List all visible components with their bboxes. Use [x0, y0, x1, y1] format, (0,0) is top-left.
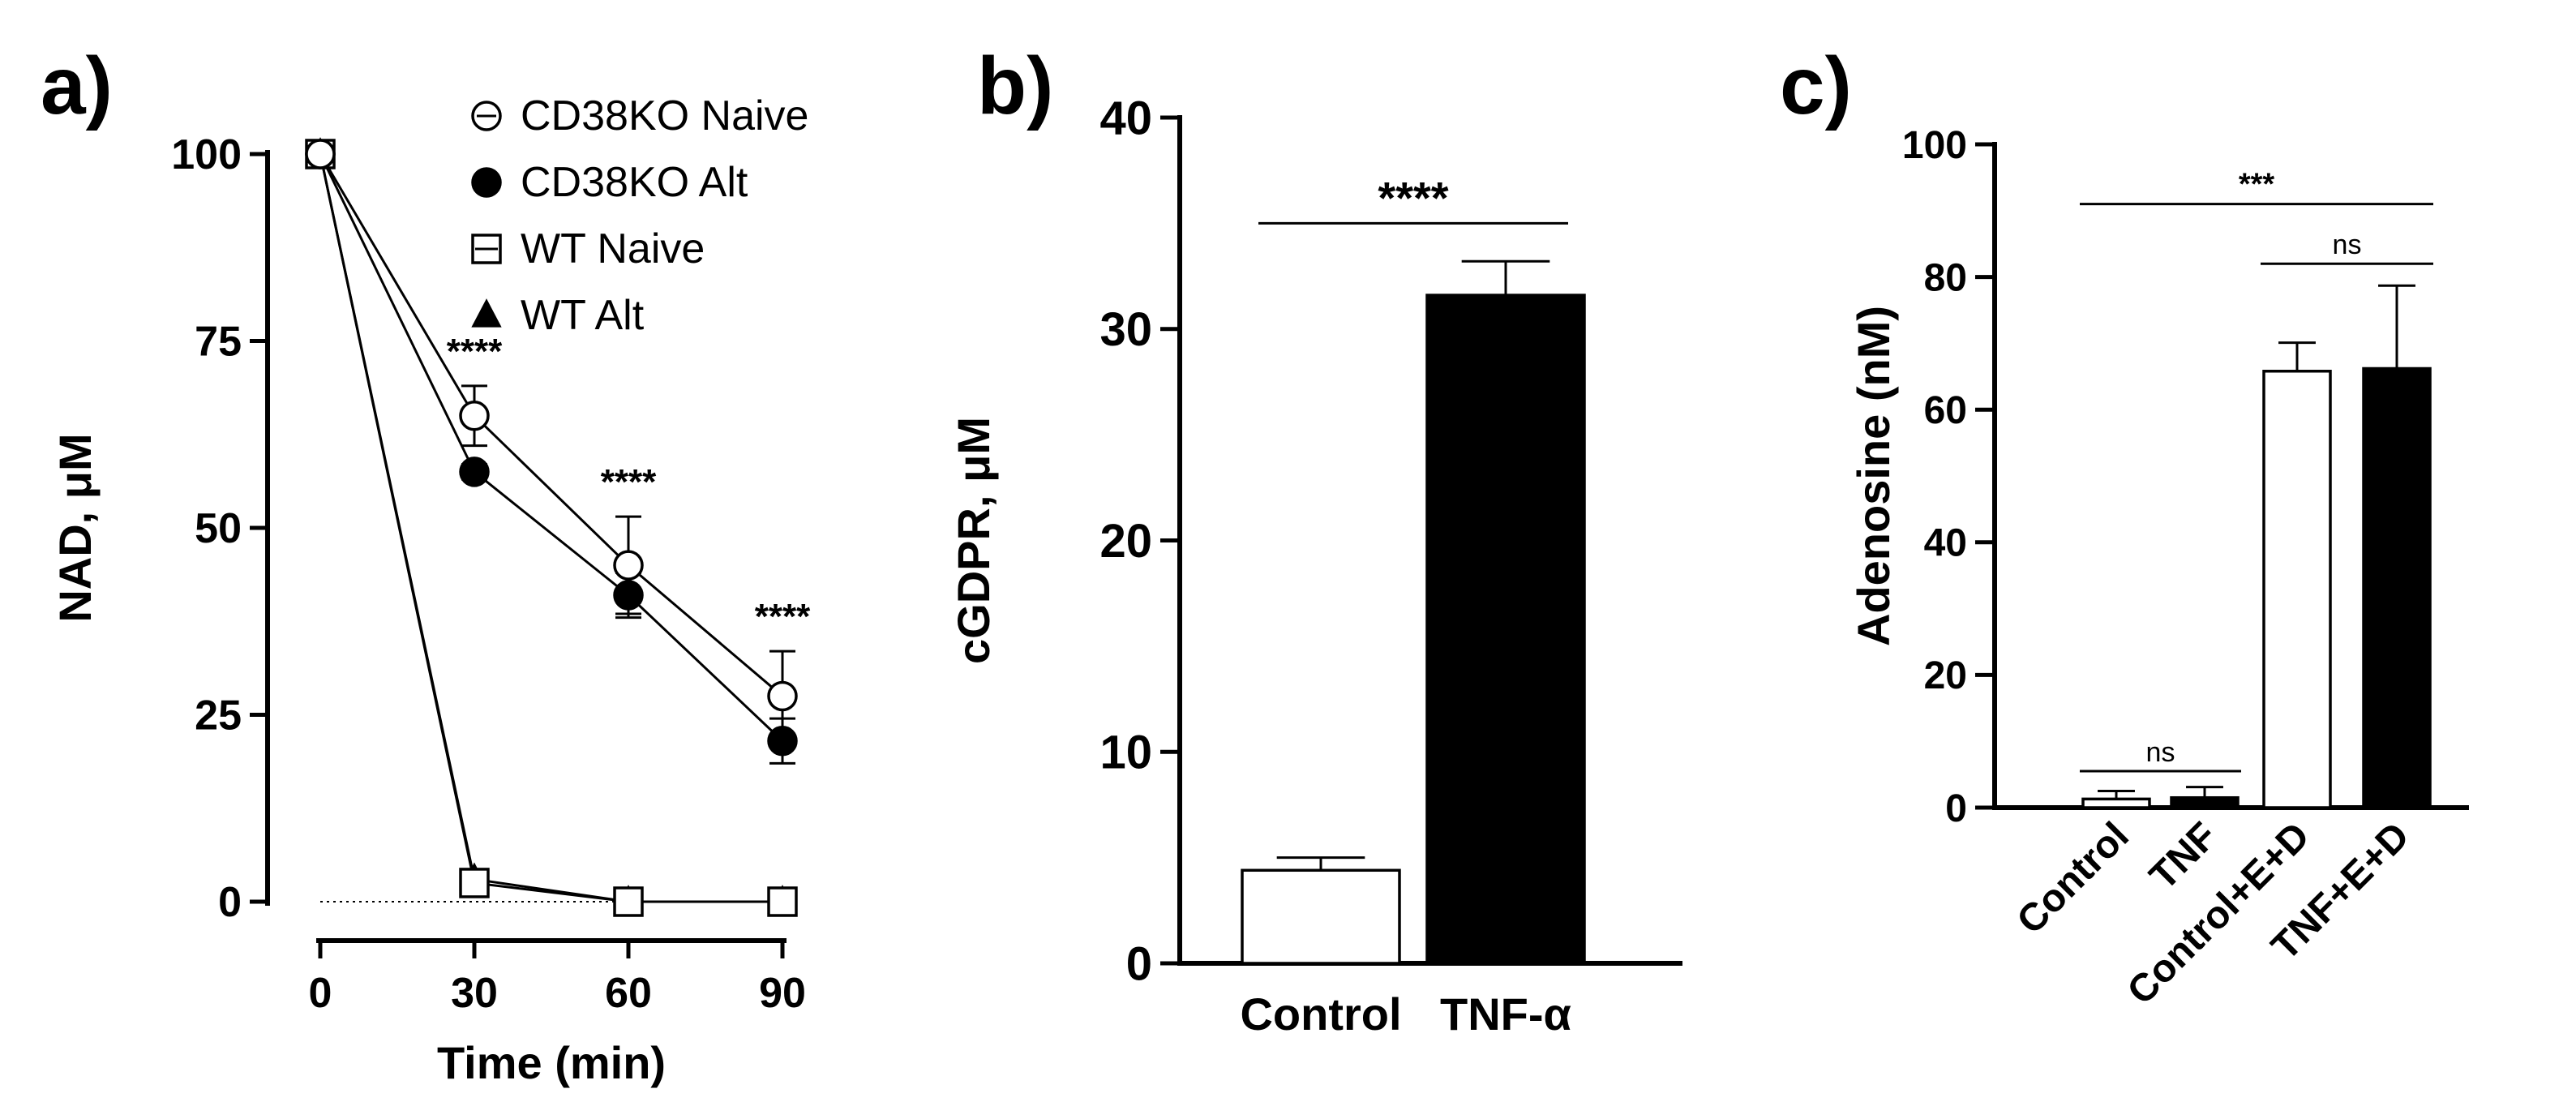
point-wt-naive-60	[613, 886, 644, 917]
point-cd38ko-naive-60	[613, 550, 644, 581]
panel-a-letter: a)	[41, 41, 113, 131]
x-tick-label-60: 60	[605, 970, 652, 1017]
legend-label-wt-alt: WT Alt	[521, 292, 645, 339]
point-wt-naive-30	[459, 868, 490, 898]
y-tick-label-75: 75	[195, 319, 242, 366]
series-line-wt-naive	[319, 153, 782, 903]
point-wt-naive-90	[767, 886, 798, 917]
y-tick-label-50: 50	[195, 505, 242, 552]
y-tick-label-60: 60	[1924, 389, 1967, 432]
panel-c-letter: c)	[1780, 41, 1852, 131]
significance-label-0: ns	[2146, 737, 2175, 768]
point-cd38ko-alt-90	[767, 726, 798, 757]
point-cd38ko-naive-90	[767, 680, 798, 712]
y-tick-label-20: 20	[1099, 515, 1152, 568]
x-axis-title: Time (min)	[437, 1037, 666, 1088]
legend-label-wt-naive: WT Naive	[521, 225, 705, 272]
series-line-cd38ko-naive	[319, 153, 783, 697]
y-axis-title: cGDPR, μM	[948, 417, 999, 664]
bar-control	[2081, 797, 2151, 809]
x-tick-label-0: 0	[309, 970, 332, 1017]
panel-b-letter: b)	[977, 41, 1053, 131]
category-label-tnf: TNF-α	[1440, 988, 1571, 1040]
significance-label-60: ****	[601, 462, 657, 502]
point-cd38ko-naive-30	[459, 400, 490, 431]
significance-label-1: ***	[2239, 168, 2275, 202]
bar-tnf	[2170, 795, 2240, 809]
y-tick-label-40: 40	[1099, 92, 1152, 144]
series-line-cd38ko-alt	[319, 153, 784, 742]
point-cd38ko-alt-60	[613, 580, 644, 611]
y-tick-label-0: 0	[1945, 787, 1967, 830]
y-tick-label-40: 40	[1924, 522, 1967, 565]
point-cd38ko-naive-0	[305, 139, 336, 169]
category-label-control: Control	[1240, 988, 1401, 1040]
category-label-tnf: TNF	[2141, 814, 2225, 898]
bar-control	[1241, 868, 1401, 965]
legend-marker-wt-alt	[471, 298, 502, 328]
panel-a-line-chart: 0 25 50 75 100 0 30 60 90 Time (min) NAD, μM **** **…	[49, 92, 811, 1088]
significance-label-0: ****	[1378, 172, 1448, 223]
y-tick-label-25: 25	[195, 692, 242, 740]
significance-label-2: ns	[2333, 229, 2362, 260]
bar-tnf	[1425, 294, 1586, 965]
y-tick-label-80: 80	[1924, 256, 1967, 299]
y-tick-label-20: 20	[1924, 654, 1967, 697]
significance-label-30: ****	[447, 332, 503, 371]
category-label-control: Control	[2009, 814, 2137, 942]
y-tick-label-30: 30	[1099, 303, 1152, 356]
bar-control-e-d	[2262, 370, 2332, 809]
y-tick-label-100: 100	[1902, 124, 1967, 167]
point-cd38ko-alt-30	[459, 457, 490, 487]
legend-label-cd38ko-naive: CD38KO Naive	[521, 92, 808, 139]
x-tick-label-90: 90	[759, 970, 806, 1017]
legend-label-cd38ko-alt: CD38KO Alt	[521, 159, 748, 206]
y-tick-label-0: 0	[1126, 937, 1152, 990]
x-tick-label-30: 30	[451, 970, 498, 1017]
y-axis-title: NAD, μM	[49, 433, 101, 622]
y-tick-label-0: 0	[218, 879, 242, 926]
y-tick-label-100: 100	[171, 131, 242, 178]
significance-label-90: ****	[755, 597, 811, 637]
y-tick-label-10: 10	[1099, 727, 1152, 779]
bar-tnf-e-d	[2362, 367, 2432, 809]
panel-b-bar-chart: 0 10 20 30 40 Control TNF-α **** cGDPR, μM	[948, 92, 1682, 1040]
legend-marker-cd38ko-alt	[471, 167, 502, 198]
y-axis-title: Adenosine (nM)	[1848, 306, 1899, 646]
